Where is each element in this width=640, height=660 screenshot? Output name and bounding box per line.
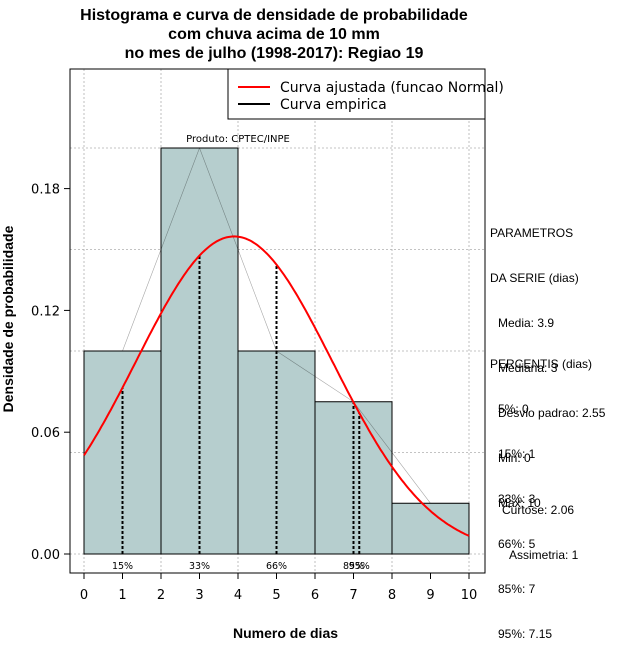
- x-tick-label-4: 4: [234, 588, 242, 603]
- legend-box: [227, 68, 486, 120]
- stat-curtose: Curtose: 2.06: [502, 503, 575, 517]
- percentile-label-33: 33%: [189, 561, 210, 572]
- chart-title-line-1: Histograma e curva de densidade de proba…: [80, 7, 468, 24]
- x-axis-label: Numero de dias: [233, 625, 338, 641]
- product-annotation: Produto: CPTEC/INPE: [186, 134, 290, 145]
- param-max: Max: 10: [498, 496, 541, 510]
- x-tick-label-1: 1: [118, 588, 126, 603]
- fitted-normal-curve: [83, 235, 470, 537]
- param-mediana: Mediana: 3: [498, 361, 558, 375]
- legend-label-fitted: Curva ajustada (funcao Normal): [280, 80, 504, 96]
- legend-label-empirical: Curva empirica: [280, 97, 387, 113]
- x-tick-label-8: 8: [388, 588, 396, 603]
- percentile-95: 95%: 7.15: [498, 627, 553, 641]
- chart-title-line-2: com chuva acima de 10 mm: [168, 26, 380, 43]
- x-tick-label-0: 0: [80, 588, 88, 603]
- params-title-1: PARAMETROS: [490, 226, 574, 240]
- y-axis-label: Densidade de probabilidade: [0, 225, 16, 412]
- legend: Curva ajustada (funcao Normal)Curva empi…: [227, 68, 504, 120]
- chart-title-line-3: no mes de julho (1998-2017): Regiao 19: [124, 45, 424, 62]
- percentile-label-66: 66%: [266, 561, 287, 572]
- y-tick-label-2: 0.12: [31, 304, 60, 319]
- param-min: Min: 0: [498, 451, 531, 465]
- shape-stats-panel: Curtose: 2.06 Assimetria: 1: [500, 473, 578, 578]
- param-desvio: Desvio padrao: 2.55: [498, 406, 606, 420]
- x-tick-label-10: 10: [461, 588, 478, 603]
- y-tick-label-3: 0.18: [31, 183, 60, 198]
- chart-title: Histograma e curva de densidade de proba…: [0, 6, 548, 63]
- x-tick-label-5: 5: [272, 588, 280, 603]
- x-tick-label-7: 7: [349, 588, 357, 603]
- percentile-label-15: 15%: [112, 561, 133, 572]
- percentile-85: 85%: 7: [498, 582, 536, 596]
- y-tick-label-1: 0.06: [31, 426, 60, 441]
- x-tick-label-9: 9: [426, 588, 434, 603]
- y-tick-label-0: 0.00: [31, 548, 60, 563]
- percentile-66: 66%: 5: [498, 537, 536, 551]
- percentile-5: 5%: 0: [498, 402, 529, 416]
- param-media: Media: 3.9: [498, 316, 555, 330]
- empirical-curve-line: [84, 147, 469, 504]
- x-tick-label-6: 6: [311, 588, 319, 603]
- percentiles-panel: PERCENTIS (dias) 5%: 0 15%: 1 33%: 3 66%…: [490, 327, 592, 657]
- percentis-title: PERCENTIS (dias): [490, 357, 593, 371]
- percentile-label-95: 95%: [349, 561, 370, 572]
- x-tick-label-2: 2: [157, 588, 165, 603]
- x-tick-label-3: 3: [195, 588, 203, 603]
- percentile-15: 15%: 1: [498, 447, 536, 461]
- series-parameters-panel: PARAMETROS DA SERIE (dias) Media: 3.9 Me…: [490, 196, 605, 526]
- params-title-2: DA SERIE (dias): [490, 271, 579, 285]
- percentile-label-85: 85%: [343, 561, 364, 572]
- percentile-33: 33%: 3: [498, 492, 536, 506]
- stat-assimetria: Assimetria: 1: [509, 548, 579, 562]
